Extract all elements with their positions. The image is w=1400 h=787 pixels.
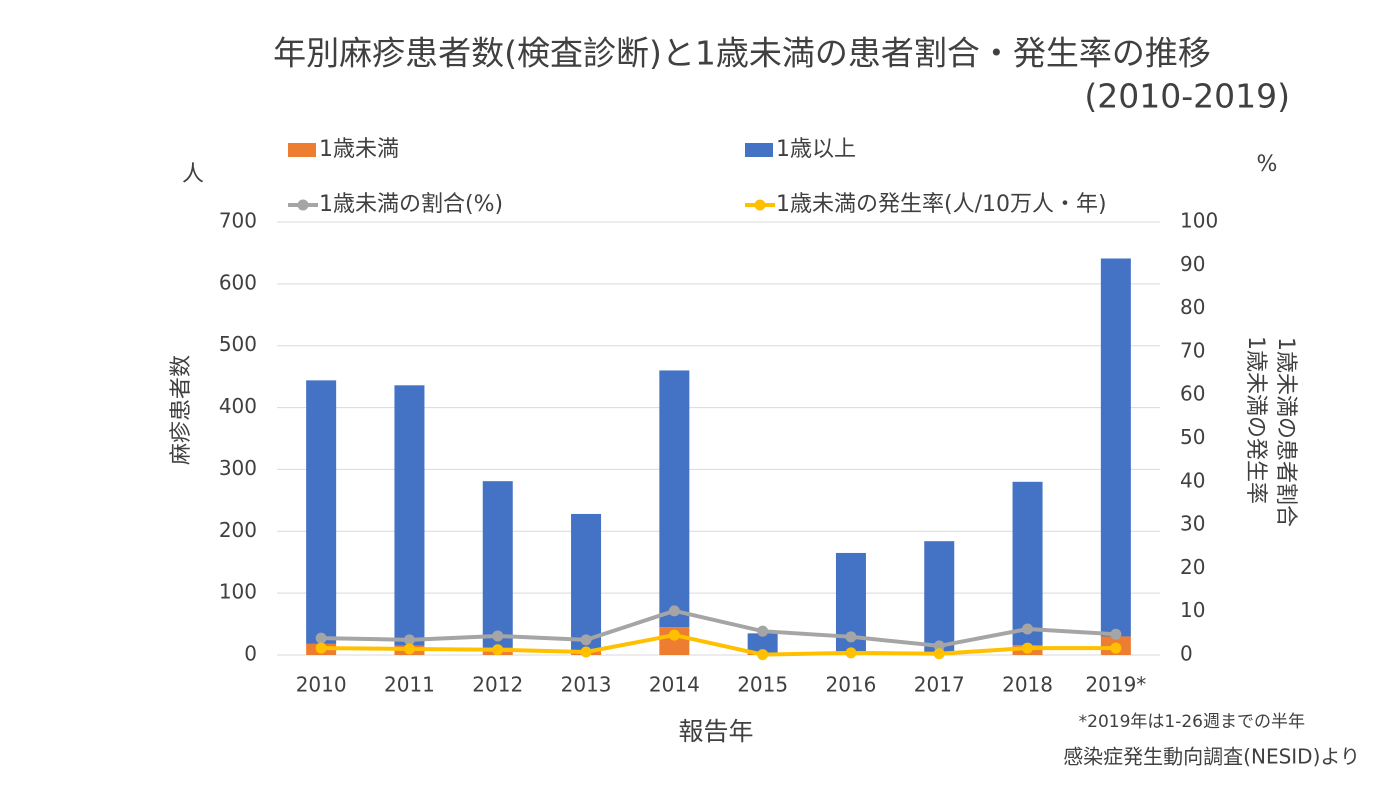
bar <box>659 370 690 628</box>
x-tick-label: 2019* <box>1085 673 1146 697</box>
point <box>580 646 592 658</box>
x-tick-label: 2017 <box>914 673 965 697</box>
x-axis-title: 報告年 <box>678 717 753 746</box>
point <box>315 632 327 644</box>
y2-tick-label: 40 <box>1180 468 1205 492</box>
x-tick-label: 2013 <box>561 673 612 697</box>
y-axis-title: 麻疹患者数 <box>169 355 194 465</box>
bar <box>571 513 602 651</box>
y2-axis-title: 1歳未満の発生率 <box>1243 336 1268 504</box>
point <box>492 644 504 656</box>
y2-unit: % <box>1257 152 1278 177</box>
bar <box>1012 481 1043 646</box>
point <box>757 649 769 661</box>
bar <box>482 481 513 648</box>
y-tick-label: 200 <box>219 518 257 542</box>
point <box>1110 628 1122 640</box>
note: *2019年は1-26週までの半年 <box>1079 712 1305 732</box>
y-tick-label: 400 <box>219 394 257 418</box>
y-tick-label: 0 <box>244 642 257 666</box>
legend-label: 1歳未満の割合(%) <box>319 192 503 217</box>
y2-tick-label: 20 <box>1180 555 1205 579</box>
y-unit: 人 <box>182 162 204 187</box>
bar <box>924 541 955 654</box>
point <box>845 647 857 659</box>
x-tick-label: 2012 <box>472 673 523 697</box>
point <box>845 631 857 643</box>
legend-swatch <box>745 143 773 157</box>
x-tick-label: 2016 <box>825 673 876 697</box>
legend-label: 1歳未満 <box>319 137 399 162</box>
legend-swatch <box>754 199 766 211</box>
x-tick-label: 2015 <box>737 673 788 697</box>
y-tick-label: 500 <box>219 332 257 356</box>
point <box>1110 642 1122 654</box>
point <box>403 634 415 646</box>
y2-tick-label: 10 <box>1180 598 1205 622</box>
y2-tick-label: 70 <box>1180 338 1205 362</box>
point <box>668 605 680 617</box>
x-tick-label: 2014 <box>649 673 700 697</box>
y-tick-label: 700 <box>219 209 257 233</box>
y2-tick-label: 100 <box>1180 209 1218 233</box>
legend-swatch <box>288 143 316 157</box>
x-tick-label: 2018 <box>1002 673 1053 697</box>
bar <box>306 380 337 644</box>
note: 感染症発生動向調査(NESID)より <box>1063 745 1360 769</box>
point <box>315 642 327 654</box>
y2-tick-label: 0 <box>1180 642 1193 666</box>
point <box>1022 623 1034 635</box>
line <box>321 633 1116 657</box>
y2-tick-label: 90 <box>1180 252 1205 276</box>
legend-label: 1歳以上 <box>776 137 856 162</box>
y-tick-label: 300 <box>219 456 257 480</box>
point <box>933 640 945 652</box>
point <box>580 634 592 646</box>
bar <box>747 633 778 654</box>
point <box>757 625 769 637</box>
point <box>933 648 945 660</box>
bar <box>394 385 425 646</box>
x-tick-label: 2010 <box>296 673 347 697</box>
y2-axis-title: 1歳未満の患者割合 <box>1273 337 1298 527</box>
y-tick-label: 600 <box>219 270 257 294</box>
legend-label: 1歳未満の発生率(人/10万人・年) <box>776 192 1107 217</box>
y2-tick-label: 50 <box>1180 425 1205 449</box>
chart-title: 年別麻疹患者数(検査診断)と1歳未満の患者割合・発生率の推移 <box>273 34 1211 73</box>
chart-subtitle: (2010-2019) <box>1084 77 1290 116</box>
legend-swatch <box>297 199 309 211</box>
y2-tick-label: 80 <box>1180 295 1205 319</box>
y2-tick-label: 30 <box>1180 512 1205 536</box>
x-tick-label: 2011 <box>384 673 435 697</box>
bar <box>1100 258 1131 637</box>
point <box>668 629 680 641</box>
point <box>1022 642 1034 654</box>
point <box>403 643 415 655</box>
point <box>492 630 504 642</box>
y2-tick-label: 60 <box>1180 382 1205 406</box>
line <box>321 608 1116 648</box>
y-tick-label: 100 <box>219 580 257 604</box>
